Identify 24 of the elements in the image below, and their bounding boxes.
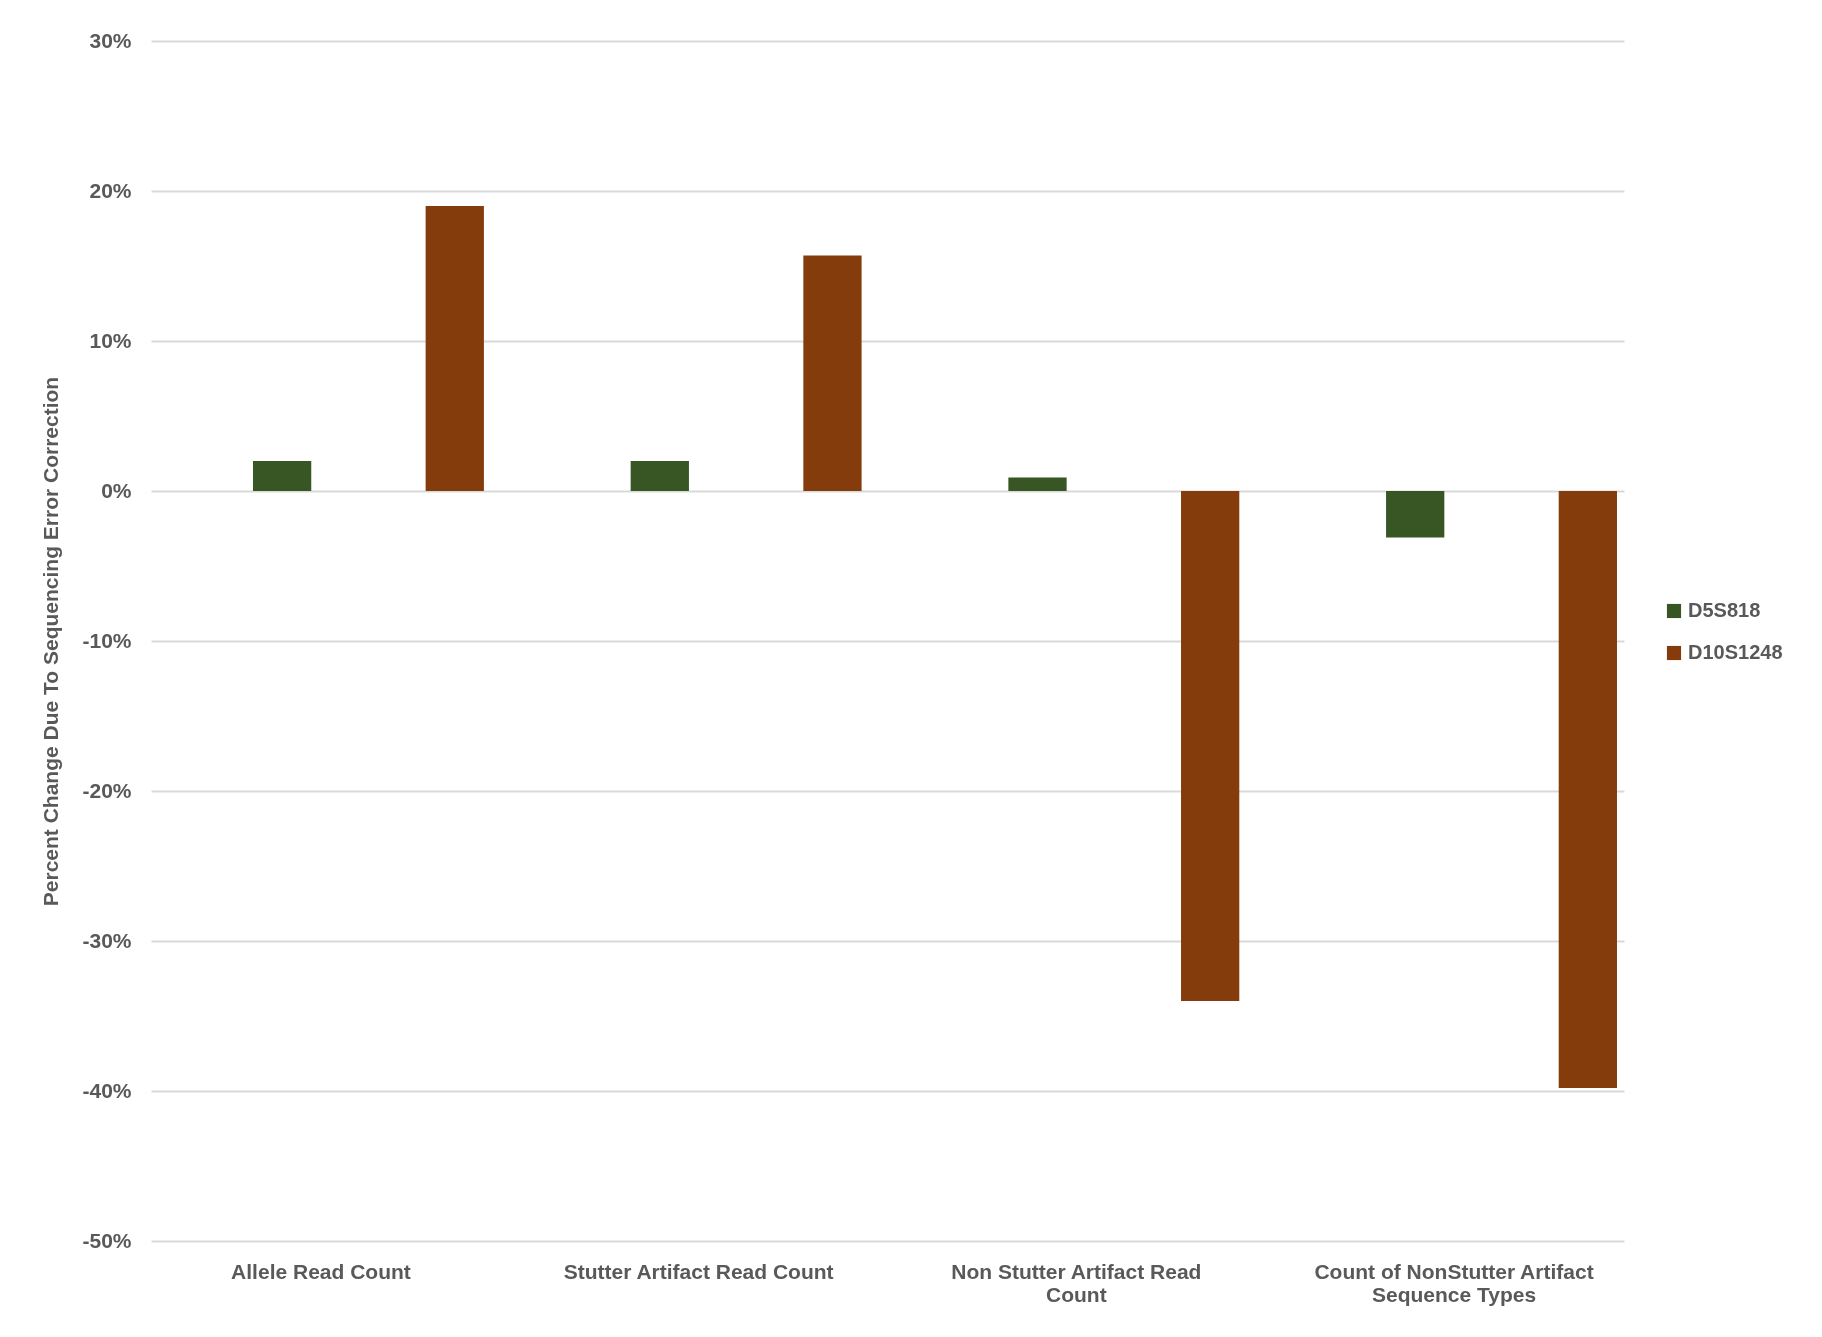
bar <box>1008 477 1067 491</box>
bar <box>425 206 484 491</box>
bar <box>803 255 862 491</box>
bar <box>252 461 312 491</box>
y-tick-label: 30% <box>89 28 132 52</box>
y-tick-label: 10% <box>89 328 132 352</box>
bar <box>1181 491 1240 1001</box>
y-tick-label: -50% <box>82 1228 132 1252</box>
bar <box>630 461 689 491</box>
legend-label: D10S1248 <box>1688 641 1783 663</box>
y-tick-label: -10% <box>82 628 132 652</box>
y-tick-label: -20% <box>82 778 132 802</box>
y-tick-label: -30% <box>82 928 132 952</box>
y-tick-label: 0% <box>101 478 132 502</box>
legend-label: D5S818 <box>1688 599 1761 621</box>
x-tick-label: Allele Read Count <box>231 1259 411 1283</box>
x-tick-label: Count of NonStutter Artifact Sequence Types <box>1314 1259 1594 1306</box>
y-tick-label: 20% <box>89 178 132 202</box>
x-tick-label: Stutter Artifact Read Count <box>563 1259 834 1283</box>
bar <box>1558 491 1617 1088</box>
x-tick-label: Non Stutter Artifact Read Count <box>951 1259 1202 1306</box>
y-axis-title: Percent Change Due To Sequencing Error Correction <box>39 376 63 907</box>
y-tick-label: -40% <box>82 1078 132 1102</box>
bar <box>1386 491 1445 538</box>
